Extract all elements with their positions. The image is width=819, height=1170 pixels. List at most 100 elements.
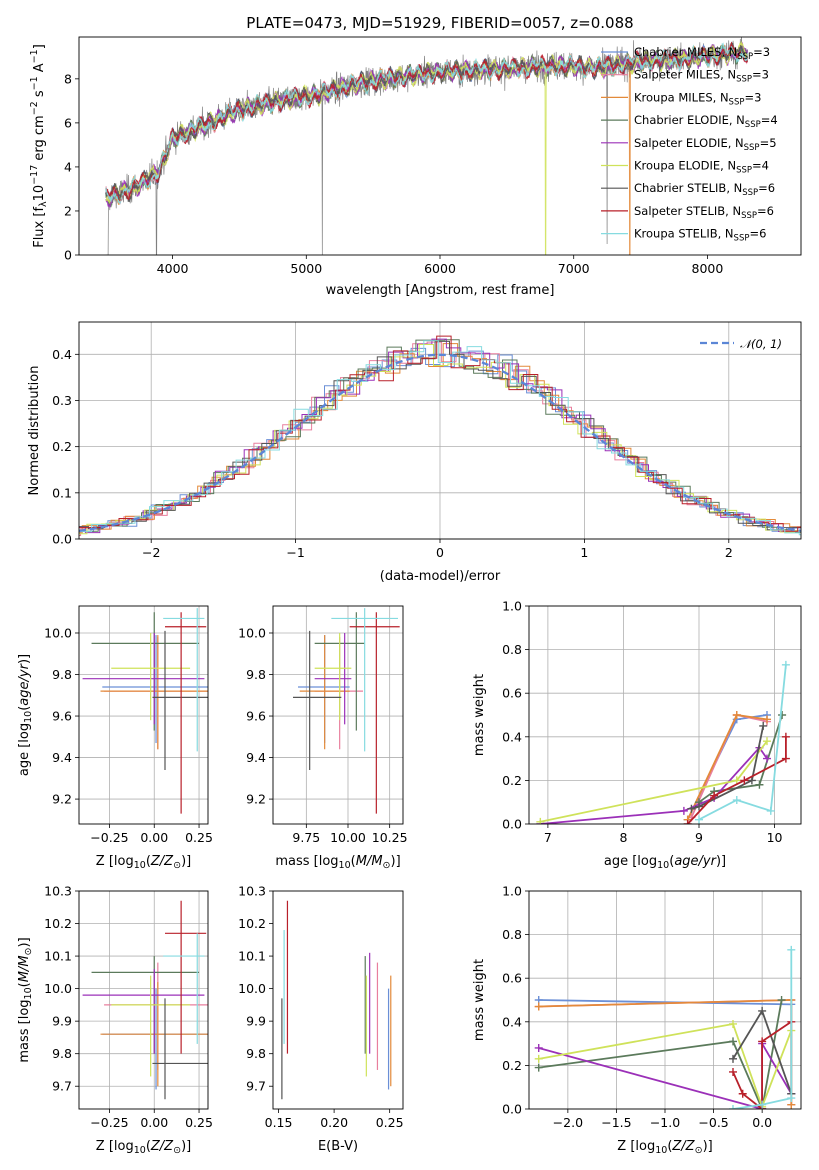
- legend-label-nssp: =5: [760, 136, 777, 150]
- y-tick-label: 10.0: [44, 625, 72, 640]
- age_vs_Z-xlabel-part: Z [log: [96, 854, 134, 869]
- weight-marker: [679, 806, 688, 815]
- y-tick-label: 0.2: [502, 773, 522, 788]
- x-tick-label: −2.0: [553, 1115, 583, 1130]
- age_vs_Z-plot-area: [82, 608, 208, 814]
- weight-marker: [758, 1100, 767, 1109]
- spectrum-ylabel-part: Flux [f: [32, 207, 47, 248]
- weight-marker: [732, 796, 741, 805]
- age_vs_Z-ylabel-part: age/yr: [17, 662, 32, 705]
- age_vs_mass-axes: 9.75 10.00 10.25 9.2 9.4 9.6 9.8 10.0: [238, 606, 408, 845]
- y-tick-label: 9.9: [246, 1014, 266, 1029]
- x-tick-label: 0.0: [752, 1115, 772, 1130]
- legend-label-nssp: =6: [757, 204, 774, 218]
- spectrum-model-line: [105, 42, 748, 202]
- hist-plot-area: [79, 335, 801, 536]
- x-tick-label: 6000: [424, 261, 456, 276]
- legend-label: Kroupa MILES, NSSP=3: [634, 90, 761, 107]
- weight_vs_age-axes: 7 8 9 10 0.0 0.2 0.4 0.6 0.8 1.0: [502, 599, 801, 845]
- mass_vs_ebv-frame: [272, 890, 404, 1110]
- x-tick-label: −2: [142, 545, 160, 560]
- weight_vs_age-xlabel-part: age [log: [604, 854, 657, 869]
- weight-marker: [687, 804, 696, 813]
- y-tick-label: 9.8: [52, 1046, 72, 1061]
- spectrum-ylabel-part: s: [32, 90, 47, 101]
- weight_vs_age-ylabel: mass weight: [472, 674, 487, 756]
- weight-marker: [732, 776, 741, 785]
- age_vs_mass-xlabel-part: (: [351, 854, 356, 869]
- legend-label: Kroupa STELIB, NSSP=6: [634, 227, 766, 244]
- legend-label-name: Salpeter MILES, N: [634, 68, 736, 82]
- age_vs_Z-xlabel-part: 10: [134, 860, 146, 871]
- x-tick-label: 0.25: [185, 1115, 213, 1130]
- legend-label-sub: SSP: [736, 166, 752, 176]
- age_vs_Z-ylabel: age [log10(age/yr)]: [17, 654, 34, 776]
- mass_vs_Z-ylabel-part: (: [17, 982, 32, 987]
- weight_vs_Z-xlabel-part: )]: [703, 1139, 713, 1154]
- x-tick-label: 0.00: [140, 830, 168, 845]
- weight-marker: [755, 780, 764, 789]
- y-tick-label: 0: [64, 248, 72, 263]
- y-tick-label: 9.8: [246, 1046, 266, 1061]
- y-tick-label: 10.0: [238, 625, 266, 640]
- legend-label: Chabrier MILES, NSSP=3: [634, 45, 770, 62]
- x-tick-label: 8000: [692, 261, 724, 276]
- y-tick-label: 0.6: [502, 971, 522, 986]
- weight_vs_age-xlabel-part: age/yr: [674, 854, 717, 869]
- weight_vs_age-xlabel-part: )]: [716, 854, 726, 869]
- weight-marker: [781, 754, 790, 763]
- x-tick-label: −0.25: [90, 1115, 128, 1130]
- y-tick-label: 10.2: [238, 916, 266, 931]
- legend-label-name: Chabrier MILES, N: [634, 45, 737, 59]
- y-tick-label: 9.4: [52, 750, 72, 765]
- legend-label-sub: SSP: [745, 120, 761, 130]
- spectrum-ylabel-part: λ: [38, 201, 49, 207]
- spectrum-frame: [78, 36, 802, 256]
- y-tick-label: 0.4: [502, 729, 522, 744]
- legend-label-nssp: =4: [752, 159, 769, 173]
- y-tick-label: 0.2: [502, 1058, 522, 1073]
- weight-marker: [781, 660, 790, 669]
- spectrum-ylabel-part: 10: [32, 185, 47, 202]
- y-tick-label: 0.1: [52, 485, 72, 500]
- y-tick-label: 0.8: [502, 927, 522, 942]
- x-tick-label: 2: [725, 545, 733, 560]
- y-tick-label: 9.9: [52, 1014, 72, 1029]
- x-tick-label: 5000: [290, 261, 322, 276]
- legend-label-sub: SSP: [744, 143, 760, 153]
- mass_vs_ebv-plot-area: [281, 900, 392, 1100]
- mass_vs_Z-ylabel-part: mass [log: [17, 999, 32, 1062]
- x-tick-label: 7: [544, 830, 552, 845]
- spectrum-ylabel-part: −17: [29, 165, 40, 185]
- y-tick-label: 4: [64, 159, 72, 174]
- legend-label-sub: SSP: [737, 52, 753, 62]
- y-tick-label: 0.0: [502, 817, 522, 832]
- x-tick-label: 9.75: [292, 830, 320, 845]
- legend-label-nssp: =6: [749, 227, 766, 241]
- mass_vs_Z-xlabel-part: Z/Z: [150, 1139, 174, 1154]
- weight_vs_age-plot-area: [536, 660, 790, 824]
- hist-xlabel: (data-model)/error: [380, 569, 501, 584]
- weight-marker: [763, 737, 771, 746]
- weight-line: [538, 999, 783, 1109]
- y-tick-label: 0.4: [52, 347, 72, 362]
- spectrum-plot-area: [105, 37, 748, 255]
- legend-label-nssp: =3: [752, 68, 769, 82]
- weight-marker: [536, 817, 545, 824]
- weight-marker: [695, 815, 703, 824]
- age_vs_mass-xlabel-part: 10: [339, 860, 351, 871]
- weight-marker: [710, 791, 719, 800]
- x-tick-label: 4000: [157, 261, 189, 276]
- weight-marker: [781, 732, 790, 741]
- weight-marker: [747, 776, 756, 785]
- legend-label-nssp: =3: [744, 90, 761, 104]
- legend-label: Salpeter MILES, NSSP=3: [634, 68, 769, 85]
- age_vs_Z-xlabel-part: )]: [181, 854, 191, 869]
- age_vs_Z-xlabel: Z [log10(Z/Z⊙)]: [96, 854, 191, 871]
- age_vs_Z-xlabel-part: (: [146, 854, 151, 869]
- weight-marker: [740, 776, 749, 785]
- age_vs_mass-xlabel-part: )]: [391, 854, 401, 869]
- y-tick-label: 0.8: [502, 642, 522, 657]
- mass_vs_Z-xlabel-part: Z [log: [96, 1139, 134, 1154]
- x-tick-label: 10: [767, 830, 783, 845]
